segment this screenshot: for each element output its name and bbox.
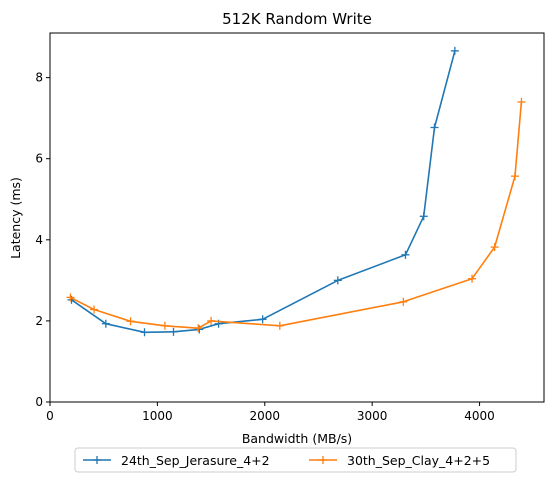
data-point bbox=[399, 297, 408, 306]
data-point bbox=[169, 327, 178, 336]
y-axis-label: Latency (ms) bbox=[8, 177, 23, 259]
plot-area bbox=[66, 46, 526, 337]
series-line bbox=[70, 101, 523, 330]
legend-box bbox=[74, 447, 517, 473]
data-point bbox=[90, 305, 99, 314]
legend-label: 30th_Sep_Clay_4+2+5 bbox=[347, 453, 490, 468]
data-point bbox=[450, 46, 459, 55]
data-point bbox=[101, 319, 110, 328]
data-point bbox=[401, 250, 410, 259]
series-2 bbox=[66, 97, 526, 333]
legend-marker bbox=[319, 456, 327, 464]
data-point bbox=[419, 212, 428, 221]
data-point bbox=[126, 317, 135, 326]
series-line bbox=[71, 50, 456, 334]
legend-item: 24th_Sep_Jerasure_4+2 bbox=[83, 453, 270, 468]
y-tick-label: 2 bbox=[35, 314, 43, 328]
legend-label: 24th_Sep_Jerasure_4+2 bbox=[121, 453, 270, 468]
data-point bbox=[511, 172, 520, 181]
y-tick-label: 8 bbox=[35, 71, 43, 85]
legend: 24th_Sep_Jerasure_4+2 30th_Sep_Clay_4+2+5 bbox=[74, 447, 517, 473]
y-axis: 0 2 4 6 8 bbox=[35, 71, 50, 409]
x-axis-label: Bandwidth (MB/s) bbox=[242, 431, 352, 446]
data-point bbox=[275, 321, 284, 330]
data-point bbox=[430, 123, 439, 132]
y-tick-label: 4 bbox=[35, 233, 43, 247]
data-point bbox=[468, 274, 477, 283]
x-tick-label: 2000 bbox=[250, 409, 281, 423]
series-1 bbox=[67, 46, 459, 337]
legend-item: 30th_Sep_Clay_4+2+5 bbox=[309, 453, 490, 468]
plot-frame bbox=[49, 32, 545, 403]
data-point bbox=[333, 276, 342, 285]
data-point bbox=[490, 243, 499, 252]
data-point bbox=[207, 316, 216, 325]
x-axis: 0 1000 2000 3000 4000 bbox=[46, 402, 495, 423]
data-point bbox=[258, 315, 267, 324]
x-tick-label: 3000 bbox=[357, 409, 388, 423]
data-point bbox=[140, 328, 149, 337]
y-tick-label: 6 bbox=[35, 152, 43, 166]
data-point bbox=[66, 293, 75, 302]
data-point bbox=[517, 97, 526, 106]
data-point bbox=[160, 321, 169, 330]
x-tick-label: 1000 bbox=[142, 409, 173, 423]
legend-marker bbox=[93, 456, 101, 464]
chart-title: 512K Random Write bbox=[222, 10, 372, 28]
y-tick-label: 0 bbox=[35, 395, 43, 409]
x-tick-label: 4000 bbox=[464, 409, 495, 423]
data-point bbox=[194, 324, 203, 333]
x-tick-label: 0 bbox=[46, 409, 54, 423]
